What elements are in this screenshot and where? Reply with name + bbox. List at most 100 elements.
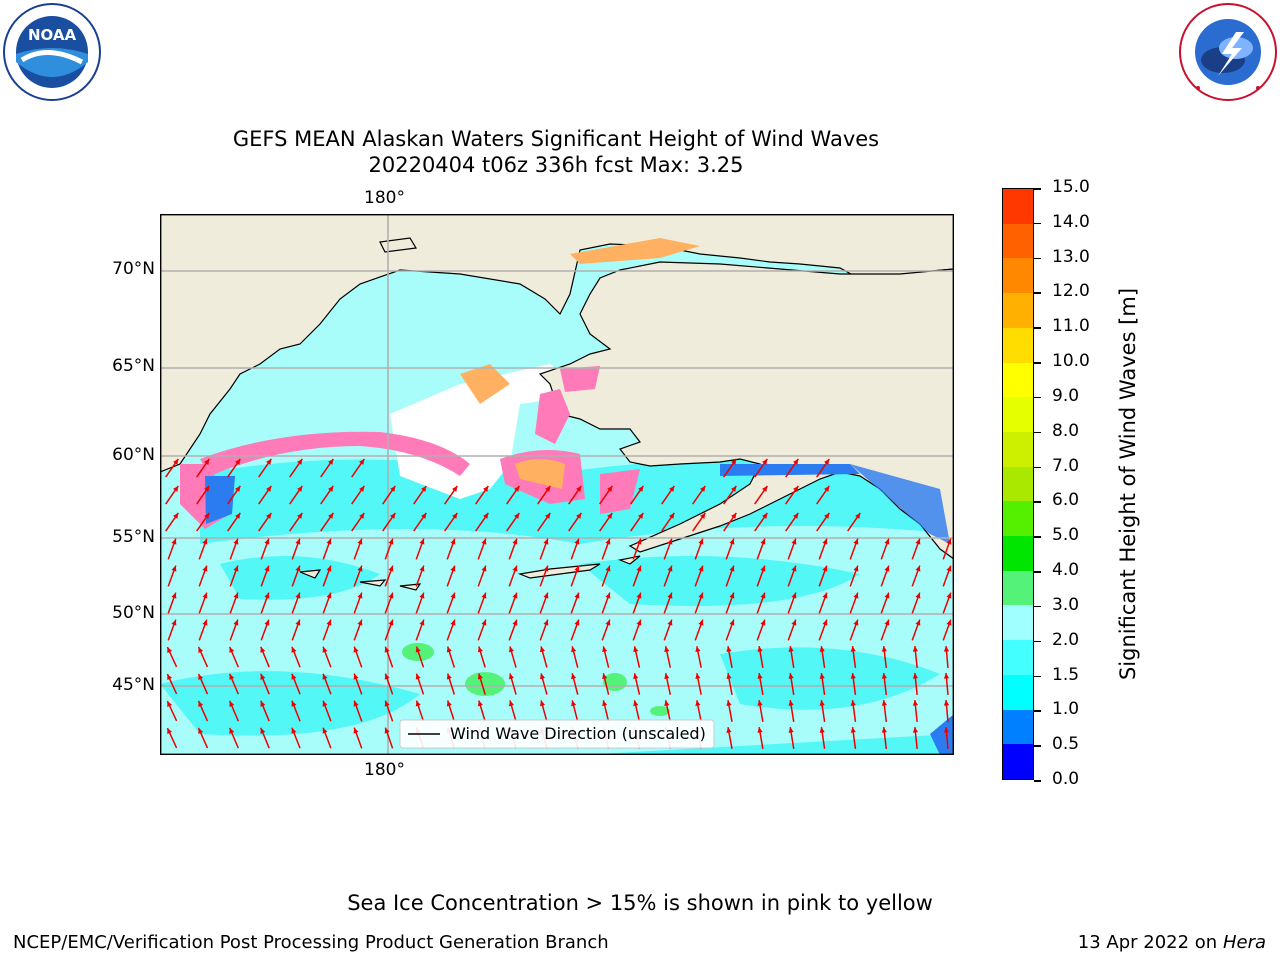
direction-arrow-head [695, 700, 701, 707]
direction-arrow-head [512, 538, 518, 545]
chart-subtitle: 20220404 t06z 336h fcst Max: 3.25 [368, 153, 744, 177]
direction-arrow-head [915, 565, 921, 572]
direction-arrow-head [388, 592, 394, 599]
direction-arrow-head [353, 727, 359, 734]
direction-arrow-head [295, 565, 301, 572]
colorbar-segment [1003, 603, 1033, 641]
direction-arrow-head [545, 485, 551, 492]
direction-arrow-head [853, 565, 859, 572]
direction-arrow-head [762, 485, 768, 492]
direction-arrow-head [946, 538, 952, 545]
colorbar-segment [1003, 360, 1033, 398]
direction-arrow-head [543, 538, 549, 545]
colorbar-tick-label: 4.0 [1052, 560, 1080, 581]
direction-arrow-head [912, 673, 919, 679]
direction-arrow-head [571, 646, 577, 653]
direction-arrow-head [605, 592, 611, 599]
direction-arrow-head [822, 592, 828, 599]
sea-ice-note: Sea Ice Concentration > 15% is shown in … [347, 891, 933, 915]
direction-arrow-head [729, 565, 735, 572]
direction-arrow-head [731, 485, 737, 492]
direction-arrow-head [264, 565, 270, 572]
lat-label-50: 50°N [112, 603, 155, 623]
direction-arrow-head [793, 458, 799, 465]
direction-arrow-head [912, 727, 919, 733]
direction-arrow-head [328, 458, 334, 465]
direction-arrow-head [450, 592, 456, 599]
direction-arrow-head [543, 592, 549, 599]
direction-arrow-head [508, 646, 514, 653]
direction-arrow-head [171, 565, 177, 572]
colorbar-segment [1003, 499, 1033, 537]
direction-arrow-head [574, 538, 580, 545]
direction-arrow-head [233, 565, 239, 572]
direction-arrow-head [853, 592, 859, 599]
direction-arrow-head [602, 673, 608, 680]
direction-arrow-head [726, 646, 732, 652]
lon-label-top: 180° [364, 188, 405, 208]
footer-date: 13 Apr 2022 on Hera [1078, 932, 1266, 953]
direction-arrow-head [450, 538, 456, 545]
direction-arrow-head [667, 565, 673, 572]
colorbar-tick-label: 13.0 [1052, 246, 1090, 267]
colorbar-tick-mark [1034, 362, 1041, 364]
direction-arrow-head [233, 538, 239, 545]
direction-arrow-head [881, 646, 887, 652]
direction-arrow-head [235, 458, 241, 465]
direction-arrow-head [824, 485, 830, 492]
colorbar-tick-mark [1034, 327, 1041, 329]
direction-arrow-head [477, 646, 483, 653]
direction-arrow-head [260, 673, 266, 680]
direction-arrow-head [266, 512, 272, 519]
direction-arrow-head [481, 619, 487, 626]
lat-label-55: 55°N [112, 527, 155, 547]
direction-arrow-head [731, 458, 737, 465]
colorbar-tick-mark [1034, 466, 1041, 469]
direction-arrow-head [853, 538, 859, 545]
direction-arrow-head [819, 646, 825, 652]
direction-arrow-head [171, 619, 177, 626]
direction-arrow-head [173, 458, 179, 465]
direction-arrow-head [388, 619, 394, 626]
direction-arrow-head [202, 565, 208, 572]
direction-arrow-head [326, 619, 332, 626]
colorbar-tick-label: 1.0 [1052, 699, 1080, 720]
direction-arrow-head [760, 619, 766, 626]
direction-arrow-head [419, 592, 425, 599]
direction-arrow-head [388, 538, 394, 545]
direction-arrow-head [198, 700, 204, 707]
direction-arrow-head [450, 565, 456, 572]
direction-arrow-head [793, 512, 799, 519]
wave-height-map: Wind Wave Direction (unscaled) [160, 214, 954, 755]
direction-arrow-head [788, 646, 794, 652]
direction-arrow-head [390, 485, 396, 492]
colorbar-tick-label: 0.0 [1052, 769, 1080, 789]
lat-label-65: 65°N [112, 356, 155, 376]
colorbar-tick-label: 2.0 [1052, 629, 1080, 650]
direction-arrow-head [508, 673, 514, 680]
direction-arrow-head [607, 512, 613, 519]
colorbar-tick-mark [1034, 745, 1041, 747]
direction-arrow-head [260, 646, 266, 653]
footer-host: Hera [1222, 932, 1266, 953]
direction-arrow-head [322, 646, 328, 653]
direction-arrow-head [726, 673, 732, 679]
direction-arrow-head [946, 592, 952, 599]
direction-arrow-head [384, 646, 390, 653]
direction-arrow-head [291, 700, 297, 707]
direction-arrow-head [297, 458, 303, 465]
direction-arrow-head [698, 619, 704, 626]
direction-arrow-head [481, 592, 487, 599]
colorbar-segment [1003, 189, 1033, 224]
colorbar-segment [1003, 464, 1033, 502]
direction-arrow-head [322, 700, 328, 707]
direction-arrow-head [415, 673, 421, 680]
direction-arrow-head [202, 619, 208, 626]
direction-arrow-head [574, 592, 580, 599]
direction-arrow-head [266, 485, 272, 492]
direction-arrow-head [229, 727, 235, 734]
direction-arrow-head [295, 619, 301, 626]
colorbar-label: Significant Height of Wind Waves [m] [1116, 287, 1140, 681]
direction-arrow-head [204, 485, 210, 492]
direction-arrow-head [664, 700, 670, 707]
